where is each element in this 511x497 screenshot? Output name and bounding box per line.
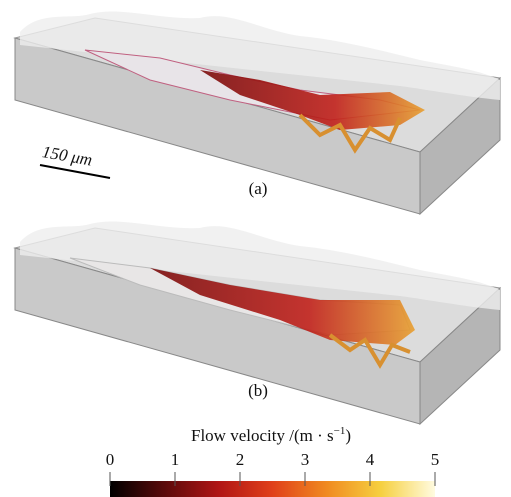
colorbar-tick-label: 1 — [171, 450, 180, 469]
colorbar-title-main: Flow velocity /(m · s — [191, 426, 334, 445]
colorbar-tick-label: 0 — [106, 450, 115, 469]
scale-label: 150 μm — [41, 142, 94, 169]
colorbar-tick-label: 3 — [301, 450, 310, 469]
panel-label: (a) — [249, 179, 268, 198]
colorbar-tick-label: 4 — [366, 450, 375, 469]
scale-bar — [40, 165, 110, 178]
colorbar-tick-label: 5 — [431, 450, 440, 469]
colorbar-title: Flow velocity /(m · s−1) — [191, 425, 351, 445]
colorbar-title-sup: −1 — [334, 425, 346, 437]
colorbar — [110, 481, 435, 497]
figure: 150 μm (a) (b) Flow velocity /(m · s−1) … — [0, 0, 511, 497]
colorbar-tick-label: 2 — [236, 450, 245, 469]
panel-label: (b) — [248, 381, 268, 400]
colorbar-title-end: ) — [345, 426, 351, 445]
